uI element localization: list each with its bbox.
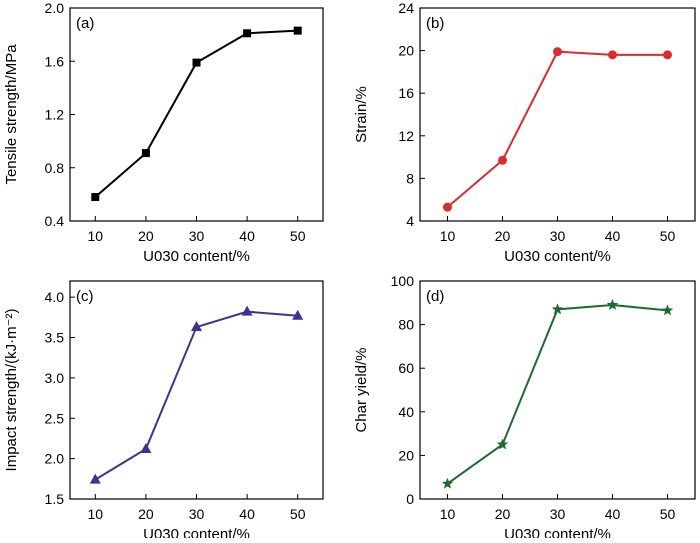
x-tick-label: 20	[138, 228, 154, 244]
axes-frame	[69, 7, 324, 222]
y-tick-label: 0.8	[45, 160, 65, 176]
data-point	[441, 477, 454, 489]
data-point	[89, 473, 101, 484]
data-point	[553, 47, 562, 57]
x-axis-title: U030 content/%	[504, 248, 611, 265]
x-tick-label: 30	[189, 228, 205, 244]
y-tick-label: 20	[398, 43, 414, 59]
data-point	[608, 50, 617, 60]
data-point	[141, 149, 150, 158]
y-tick-label: 100	[391, 273, 415, 289]
series-line	[94, 29, 298, 198]
x-axis-title: U030 content/%	[143, 526, 250, 538]
axes-frame	[419, 280, 696, 500]
panel-d: 10 20 30 40 50 0 20 40 60 80 100 U030 content/% Char…	[353, 273, 696, 543]
data-point	[191, 321, 202, 332]
data-point	[243, 29, 252, 38]
data-point	[140, 442, 152, 453]
data-point	[192, 58, 201, 67]
x-tick-label: 40	[239, 506, 255, 522]
y-tick-label: 12	[398, 128, 414, 144]
x-tick-label: 50	[290, 506, 306, 522]
data-point	[498, 155, 507, 165]
x-tick-label: 10	[88, 506, 104, 522]
data-point	[293, 26, 302, 35]
y-axis-title: Tensile strength/MPa	[3, 44, 20, 185]
x-tick-label: 20	[495, 506, 511, 522]
series-line	[94, 310, 298, 481]
y-axis-title: Impact strength/(kJ·m⁻²)	[3, 309, 20, 472]
x-tick-label: 40	[605, 506, 621, 522]
y-axis-title: Char yield/%	[353, 347, 370, 432]
y-tick-label: 3.5	[45, 330, 65, 346]
series-line	[446, 50, 668, 208]
data-point	[241, 305, 253, 316]
x-tick-label: 30	[550, 228, 566, 244]
x-tick-label: 40	[605, 228, 621, 244]
y-tick-label: 2.0	[45, 451, 65, 467]
y-tick-label: 1.2	[45, 107, 65, 123]
y-tick-label: 2.0	[45, 0, 65, 16]
series-line	[446, 303, 668, 485]
y-tick-label: 2.5	[45, 410, 65, 426]
panel-label: (b)	[426, 15, 444, 32]
y-tick-label: 60	[398, 360, 414, 376]
x-axis-title: U030 content/%	[143, 248, 250, 265]
data-point	[443, 202, 452, 212]
x-tick-label: 30	[189, 506, 205, 522]
panel-c: 10 20 30 40 50 1.5 2.0 2.5 3.0 3.5 4.0 U030 content…	[3, 280, 324, 543]
y-axis-title: Strain/%	[353, 86, 370, 143]
y-tick-label: 3.0	[45, 370, 65, 386]
data-point	[661, 304, 674, 316]
panel-b: 10 20 30 40 50 4 8 12 16 20 24 U030 content/% Strain…	[353, 0, 696, 265]
y-tick-label: 4.0	[45, 289, 65, 305]
axes-frame	[419, 7, 696, 222]
data-point	[551, 303, 564, 315]
data-point	[496, 438, 509, 450]
y-tick-label: 1.5	[45, 491, 65, 507]
x-tick-label: 30	[550, 506, 566, 522]
data-point	[606, 298, 619, 310]
y-tick-label: 0	[406, 491, 414, 507]
y-tick-label: 16	[398, 85, 414, 101]
panel-label: (d)	[426, 288, 444, 305]
x-tick-label: 10	[88, 228, 104, 244]
y-tick-label: 4	[406, 213, 414, 229]
x-tick-label: 40	[239, 228, 255, 244]
panel-a: 10 20 30 40 50 0.4 0.8 1.2 1.6 2.0 U030 content/% T…	[3, 0, 324, 265]
data-point	[292, 309, 304, 320]
axes-frame	[69, 280, 324, 500]
x-tick-label: 10	[440, 506, 456, 522]
panel-label: (c)	[76, 288, 94, 305]
y-tick-label: 8	[406, 170, 414, 186]
x-axis-title: U030 content/%	[504, 526, 611, 538]
panel-label: (a)	[76, 15, 94, 32]
x-tick-label: 50	[660, 506, 676, 522]
x-tick-label: 20	[138, 506, 154, 522]
y-tick-label: 40	[398, 404, 414, 420]
x-tick-label: 20	[495, 228, 511, 244]
x-tick-label: 10	[440, 228, 456, 244]
y-tick-label: 80	[398, 317, 414, 333]
data-point	[663, 50, 672, 60]
x-tick-label: 50	[660, 228, 676, 244]
data-point	[91, 193, 100, 202]
y-tick-label: 20	[398, 447, 414, 463]
y-tick-label: 1.6	[45, 53, 65, 69]
y-tick-label: 24	[398, 0, 414, 16]
y-tick-label: 0.4	[45, 213, 65, 229]
x-tick-label: 50	[290, 228, 306, 244]
